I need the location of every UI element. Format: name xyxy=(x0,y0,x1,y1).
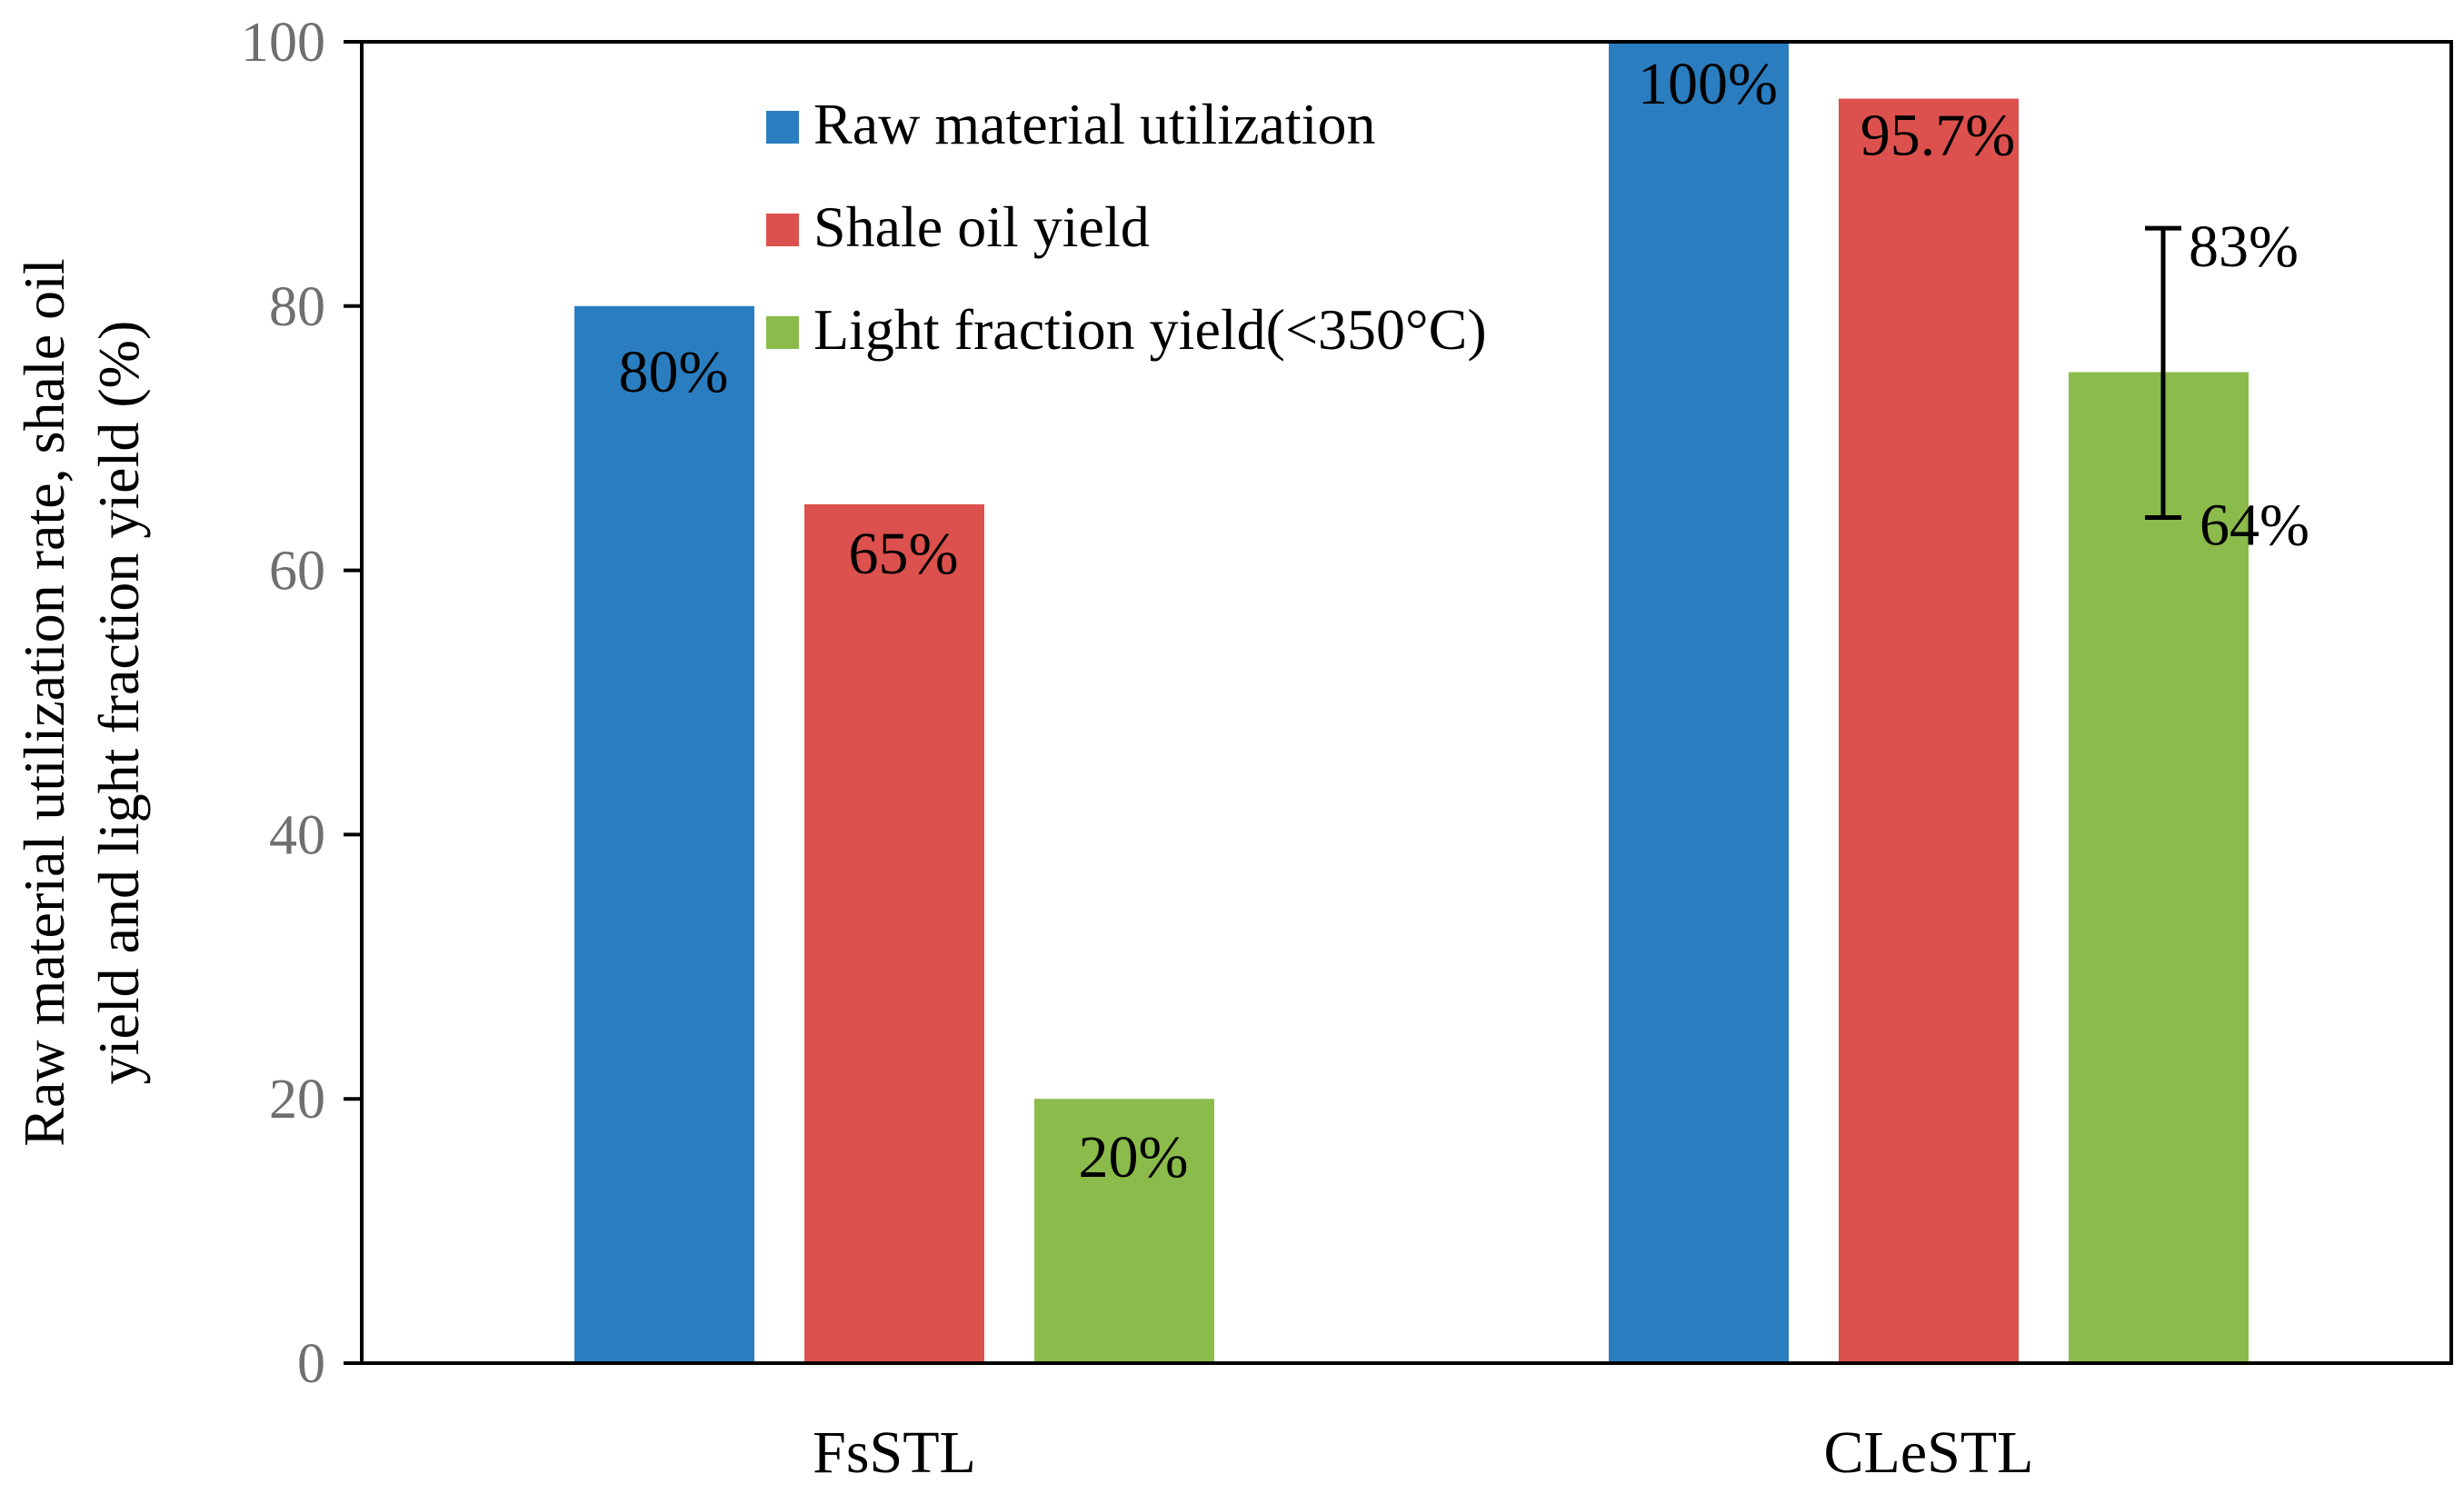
data-label: 65% xyxy=(849,521,959,587)
error-bar: 83% 64% xyxy=(2145,214,2309,558)
y-tick-label: 80 xyxy=(269,276,325,338)
legend-label: Shale oil yield xyxy=(813,194,1150,259)
y-axis-label: Raw material utilization rate, shale oil… xyxy=(12,258,151,1146)
legend-label: Raw material utilization xyxy=(813,92,1375,156)
y-tick-label: 40 xyxy=(269,804,325,866)
y-axis-ticks: 0 20 40 60 80 100 xyxy=(241,12,362,1395)
data-label: 80% xyxy=(619,339,729,405)
data-labels: 80% 65% 20% 100% 95.7% xyxy=(619,51,2016,1190)
x-axis-categories: FsSTL CLeSTL xyxy=(813,1419,2033,1486)
data-label: 100% xyxy=(1638,51,1778,117)
x-category-label: CLeSTL xyxy=(1824,1419,2034,1486)
legend: Raw material utilization Shale oil yield L… xyxy=(766,92,1487,362)
error-bar-high-label: 83% xyxy=(2189,214,2299,280)
y-axis-label-line: yield and light fraction yield (%) xyxy=(86,321,151,1085)
y-tick-label: 0 xyxy=(297,1333,325,1395)
bar xyxy=(1034,1099,1214,1363)
data-label: 95.7% xyxy=(1860,103,2015,169)
bar xyxy=(804,503,984,1363)
y-axis-label-line: Raw material utilization rate, shale oil xyxy=(12,258,76,1146)
y-tick-label: 20 xyxy=(269,1069,325,1130)
legend-label: Light fraction yield(<350°C) xyxy=(813,297,1487,362)
x-category-label: FsSTL xyxy=(813,1419,976,1486)
bar xyxy=(1839,98,2019,1364)
y-tick-label: 60 xyxy=(269,541,325,603)
bars xyxy=(574,42,2249,1364)
legend-swatch xyxy=(766,111,799,144)
bar xyxy=(1609,42,1789,1363)
bar xyxy=(2069,372,2249,1363)
plot-area-frame xyxy=(360,40,2453,1365)
data-label: 20% xyxy=(1079,1124,1189,1190)
legend-swatch xyxy=(766,214,799,246)
legend-swatch xyxy=(766,316,799,349)
bar xyxy=(574,305,754,1363)
error-bar-low-label: 64% xyxy=(2200,492,2309,558)
y-tick-label: 100 xyxy=(241,12,325,74)
